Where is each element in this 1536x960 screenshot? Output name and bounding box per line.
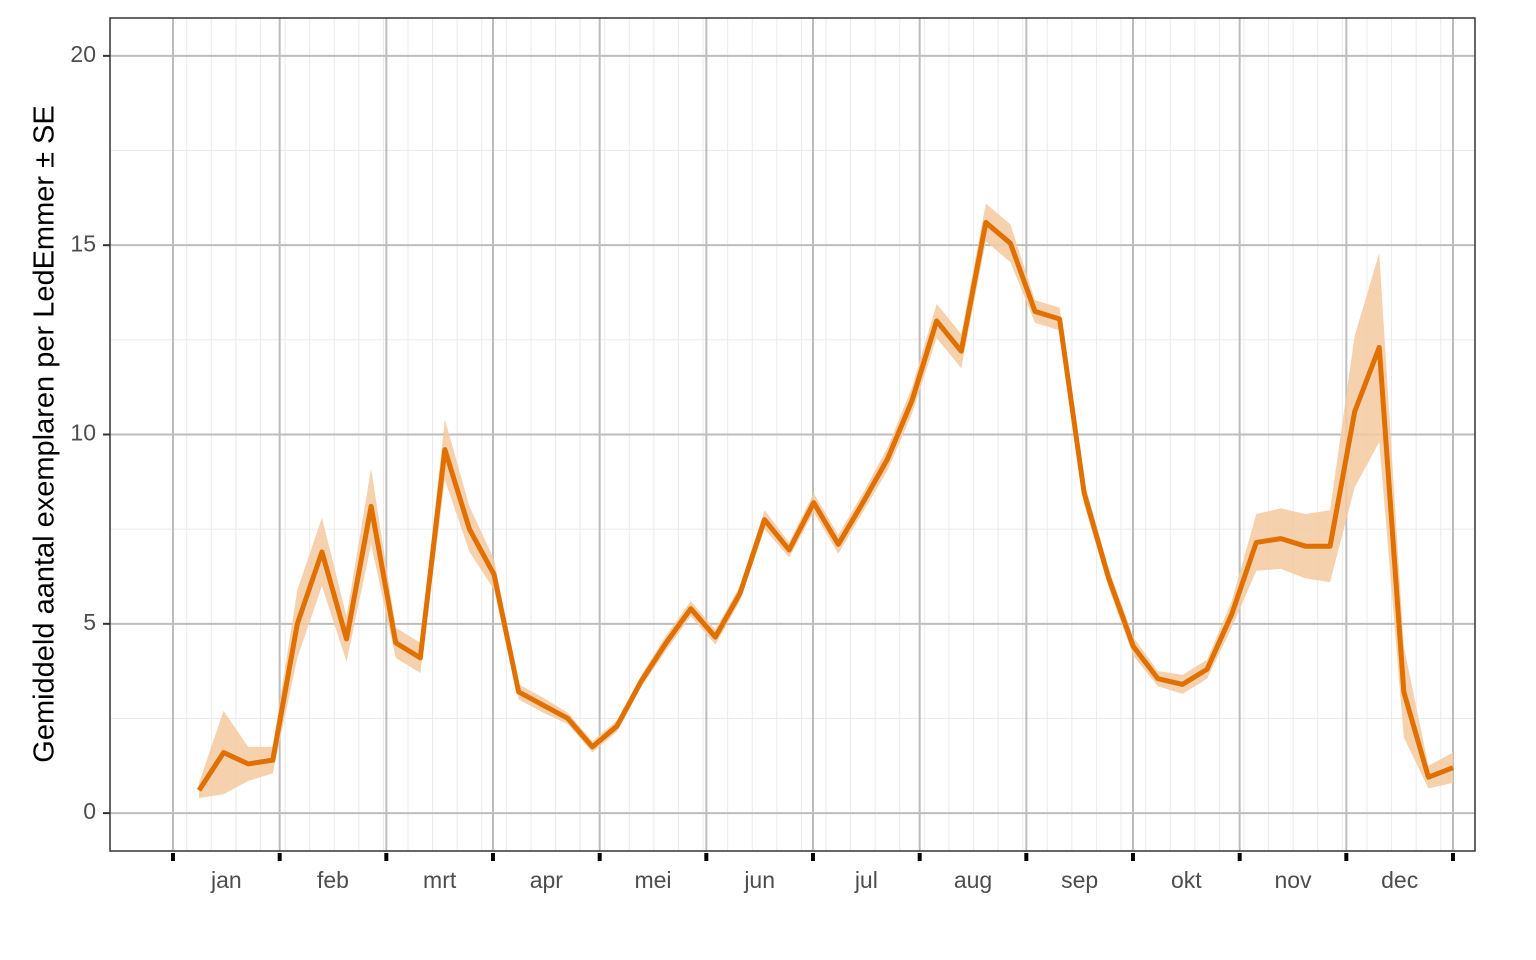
x-tick-label: mei bbox=[634, 867, 671, 893]
x-tick-label: dec bbox=[1381, 867, 1418, 893]
x-tick-label: feb bbox=[317, 867, 349, 893]
y-tick-label: 15 bbox=[70, 230, 96, 256]
x-tick-label: nov bbox=[1274, 867, 1312, 893]
x-tick-label: mrt bbox=[423, 867, 457, 893]
x-tick-label: jul bbox=[854, 867, 878, 893]
y-axis-label: Gemiddeld aantal exemplaren per LedEmmer… bbox=[29, 105, 61, 762]
line bbox=[196, 219, 1454, 792]
x-tick-label: aug bbox=[954, 867, 992, 893]
x-tick-label: jun bbox=[743, 867, 775, 893]
y-tick-label: 0 bbox=[83, 798, 96, 824]
y-tick-label: 20 bbox=[70, 41, 96, 67]
panel-border bbox=[109, 17, 1476, 852]
x-tick-label: jan bbox=[210, 867, 242, 893]
y-tick-label: 10 bbox=[70, 420, 96, 446]
x-tick-label: apr bbox=[530, 867, 564, 893]
x-tick-label: okt bbox=[1171, 867, 1202, 893]
y-tick-label: 5 bbox=[83, 609, 96, 635]
se-ribbon bbox=[199, 203, 1453, 798]
x-tick-label: sep bbox=[1061, 867, 1098, 893]
